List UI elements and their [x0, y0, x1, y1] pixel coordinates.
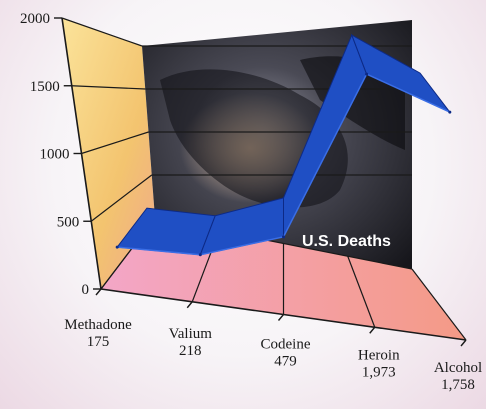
value-label: 479	[274, 354, 297, 370]
floor-category-line	[411, 268, 467, 341]
value-label: 1,973	[362, 364, 396, 380]
data-point	[115, 245, 119, 249]
category-label: Heroin	[358, 347, 400, 363]
category-label: Codeine	[261, 337, 311, 353]
category-label: Alcohol	[434, 360, 482, 376]
x-tick	[277, 314, 285, 321]
y-tick-label: 0	[82, 282, 90, 298]
x-tick	[95, 288, 102, 296]
x-axis-line	[100, 288, 467, 341]
data-point	[448, 110, 452, 114]
category-label: Methadone	[64, 317, 132, 333]
value-label: 218	[179, 343, 202, 359]
y-tick-label: 1000	[40, 147, 70, 163]
y-tick-label: 2000	[20, 11, 50, 27]
x-tick	[460, 339, 467, 347]
floor-category-line	[347, 256, 376, 328]
category-label: Valium	[169, 326, 213, 342]
value-label: 175	[87, 334, 110, 350]
data-point	[198, 253, 202, 257]
data-point	[365, 72, 369, 76]
gridline-left	[90, 174, 153, 222]
gridline-left	[71, 85, 146, 90]
y-axis: 0 500 1000 1500 2000	[20, 11, 101, 298]
value-label: 1,758	[441, 377, 475, 393]
gridline-left	[81, 131, 149, 155]
x-tick	[369, 326, 376, 334]
series-ribbon	[115, 33, 452, 257]
x-tick	[186, 301, 193, 309]
photo-caption: U.S. Deaths	[302, 233, 391, 250]
y-tick-label: 1500	[30, 79, 60, 95]
gridline-left	[61, 17, 143, 47]
y-tick-label: 500	[57, 214, 80, 230]
data-point	[282, 235, 285, 239]
